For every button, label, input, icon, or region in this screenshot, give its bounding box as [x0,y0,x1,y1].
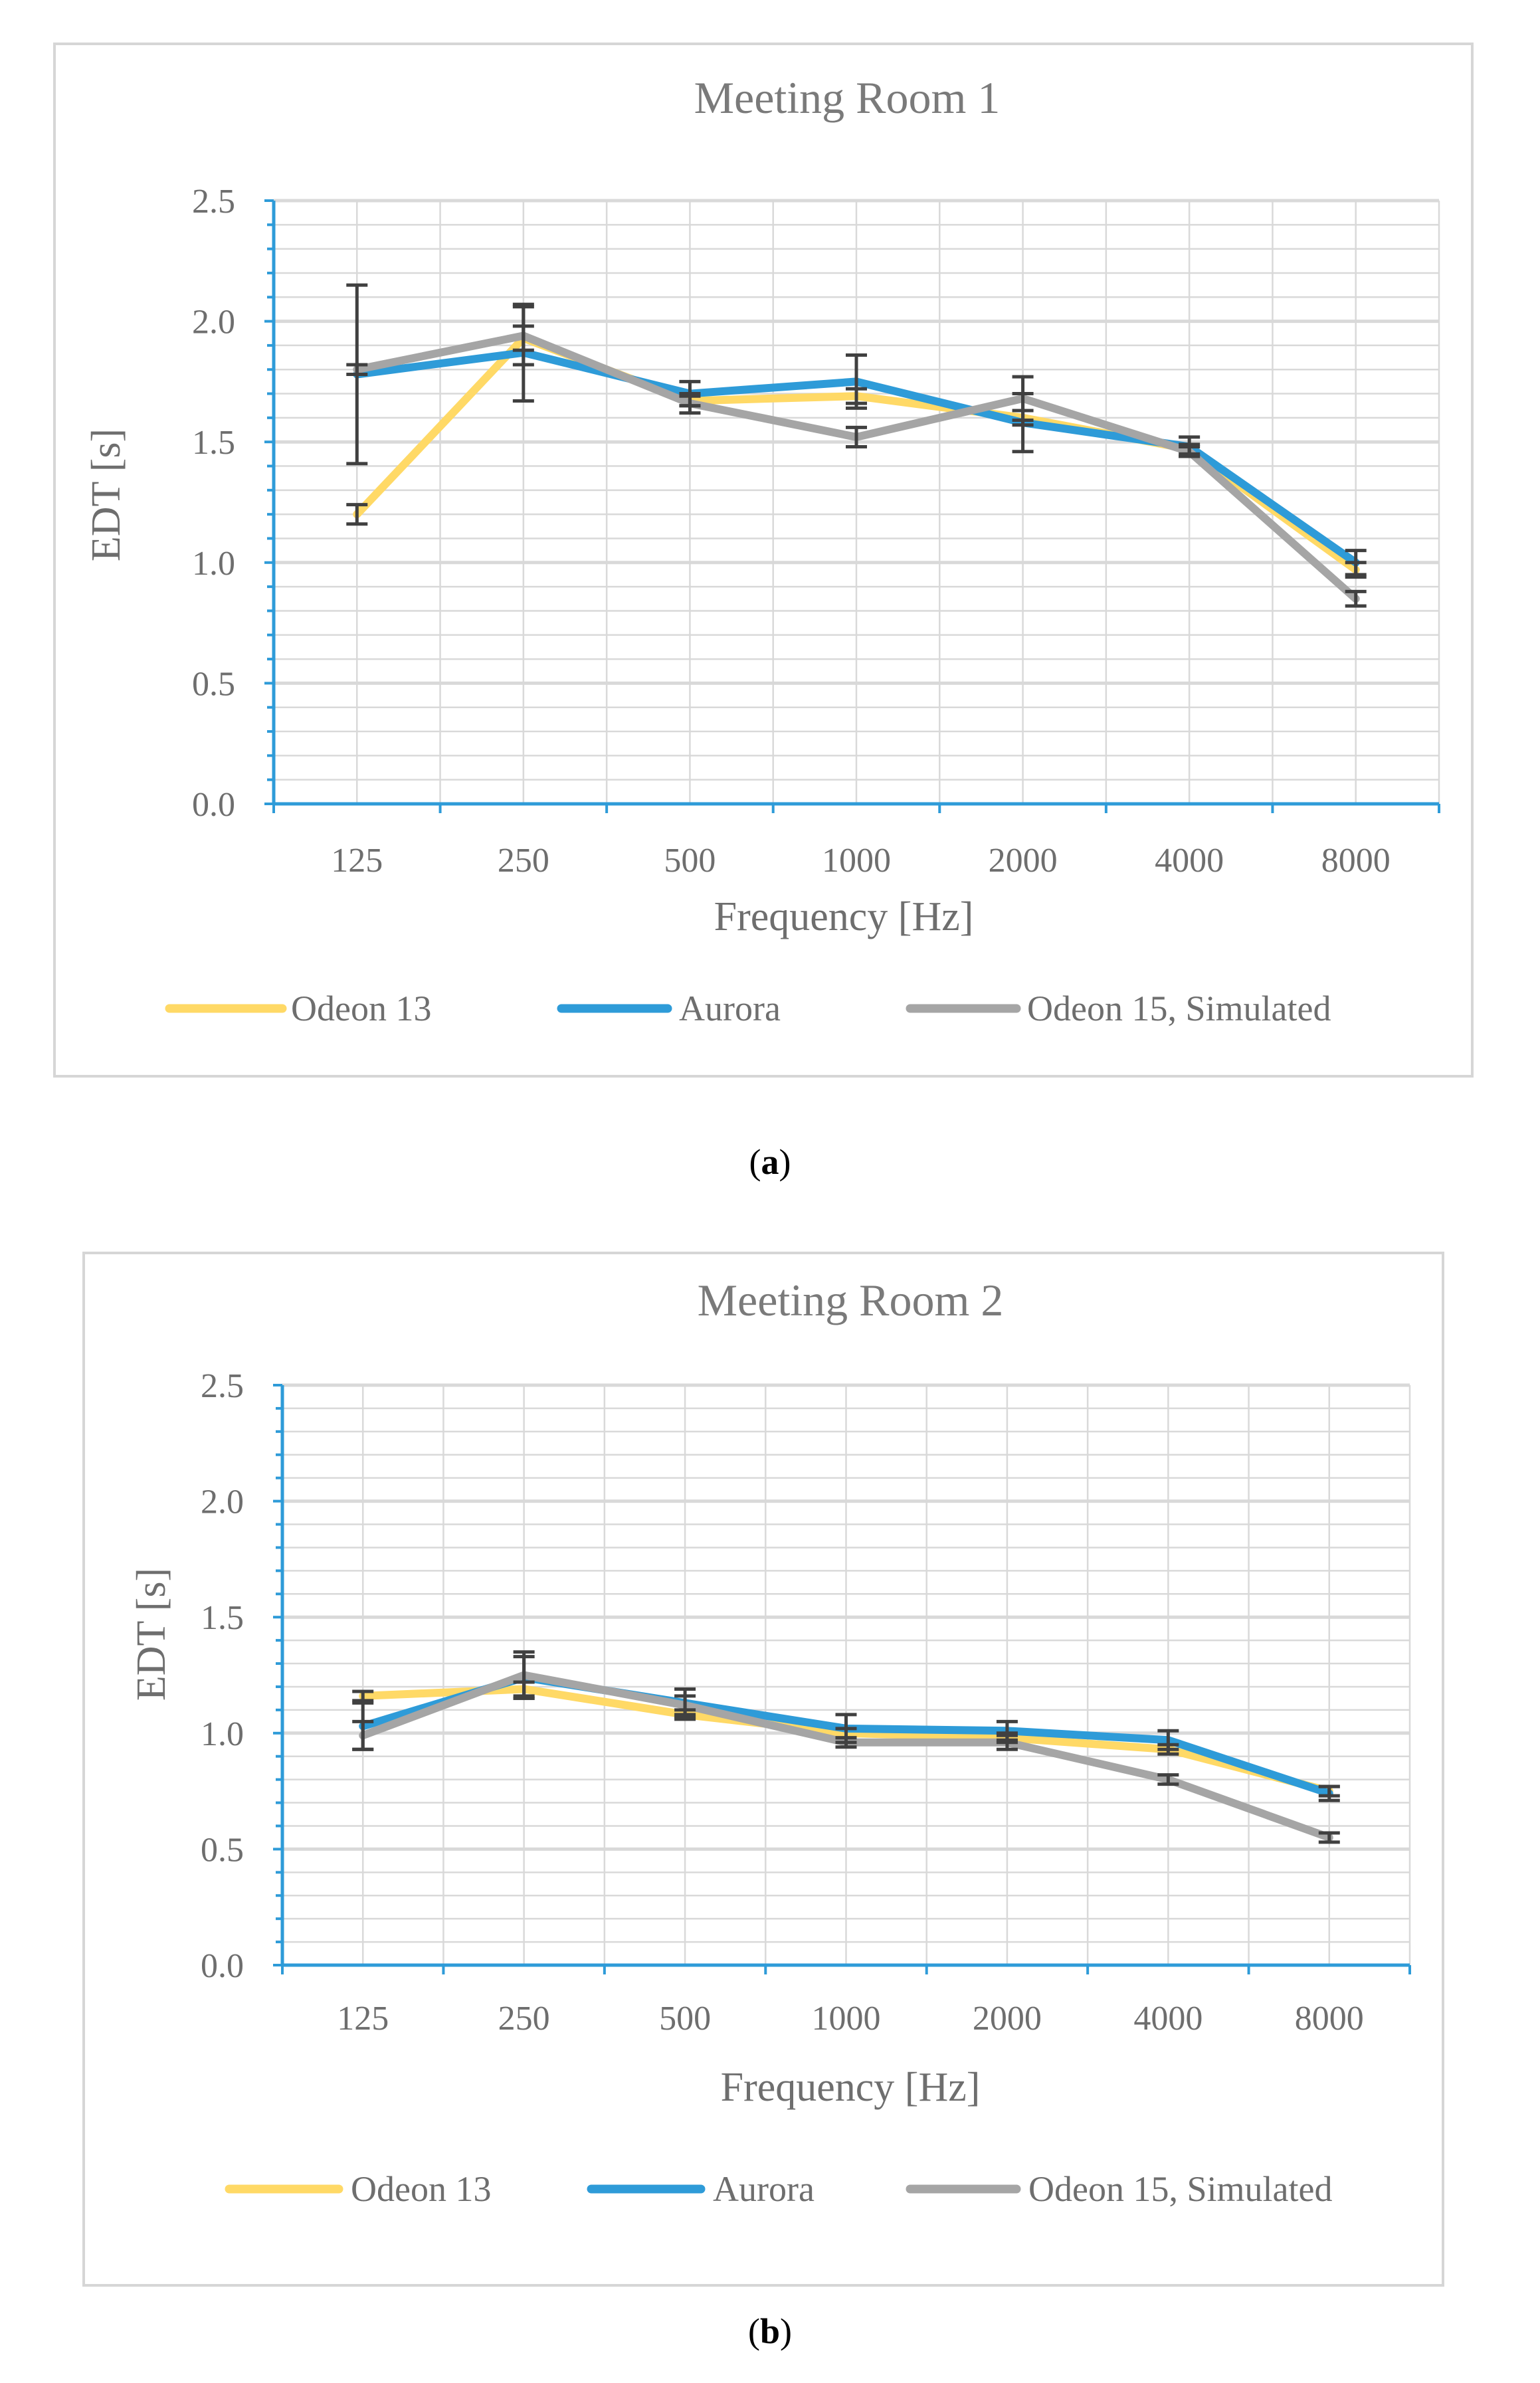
x-tick-label: 1000 [812,2000,881,2038]
chart-b: Meeting Room 2 EDT [s] Frequency [Hz] 0.… [82,1252,1444,2287]
x-tick-label: 4000 [1133,2000,1203,2038]
y-tick-label: 0.0 [192,786,235,824]
x-tick-label: 8000 [1295,2000,1364,2038]
caption-close: ) [780,2311,792,2351]
y-axis-title: EDT [s] [129,1568,174,1701]
plot-area: 0.0 0.5 1.0 1.5 2.0 2.5 125 250 500 1000 2000 4000 8… [201,1367,1411,2209]
caption-a: (a) [704,1141,836,1183]
caption-letter: a [761,1142,779,1182]
x-tick-label: 2000 [989,842,1058,880]
legend-label: Odeon 13 [351,2169,491,2209]
x-tick-label: 500 [664,842,716,880]
chart-a: Meeting Room 1 EDT [s] Frequency [Hz] 0.… [53,43,1474,1078]
caption-open: ( [749,1142,761,1182]
chart-title: Meeting Room 1 [694,72,1001,123]
y-tick-label: 0.5 [192,665,235,703]
y-tick-label: 0.5 [201,1831,244,1869]
legend-label: Odeon 15, Simulated [1027,989,1331,1028]
x-axis-title: Frequency [Hz] [714,894,974,939]
x-tick-label: 8000 [1321,842,1391,880]
y-axis-title: EDT [s] [84,429,129,561]
y-tick-label: 1.5 [192,424,235,462]
x-tick-label: 125 [337,2000,389,2038]
x-axis-title: Frequency [Hz] [721,2065,981,2110]
x-tick-label: 500 [659,2000,711,2038]
caption-letter: b [759,2311,781,2351]
x-tick-label: 250 [498,2000,550,2038]
y-tick-label: 2.0 [192,304,235,341]
x-tick-label: 250 [498,842,549,880]
y-tick-label: 2.5 [201,1367,244,1405]
y-tick-label: 2.0 [201,1483,244,1521]
plot-area: 0.0 0.5 1.0 1.5 2.0 2.5 125 250 500 1000 2000 4000 8… [165,183,1440,1028]
y-tick-label: 0.0 [201,1947,244,1985]
y-tick-label: 1.0 [201,1715,244,1753]
x-tick-label: 2000 [973,2000,1042,2038]
legend-label: Odeon 13 [291,989,431,1028]
x-tick-label: 125 [331,842,383,880]
legend-label: Aurora [713,2169,815,2209]
caption-b: (b) [704,2311,836,2352]
legend-label: Aurora [679,989,781,1028]
legend-label: Odeon 15, Simulated [1028,2169,1332,2209]
caption-open: ( [747,2311,760,2351]
y-tick-label: 2.5 [192,183,235,221]
chart-panel-a: Meeting Room 1 EDT [s] Frequency [Hz] 0.… [0,0,1540,1090]
y-tick-label: 1.0 [192,545,235,583]
chart-panel-b: Meeting Room 2 EDT [s] Frequency [Hz] 0.… [0,1236,1540,2312]
x-tick-label: 1000 [822,842,891,880]
chart-frame [53,43,1474,1078]
caption-close: ) [779,1142,791,1182]
chart-frame [82,1252,1444,2287]
x-tick-label: 4000 [1155,842,1224,880]
y-tick-label: 1.5 [201,1599,244,1637]
chart-title: Meeting Room 2 [698,1275,1004,1325]
